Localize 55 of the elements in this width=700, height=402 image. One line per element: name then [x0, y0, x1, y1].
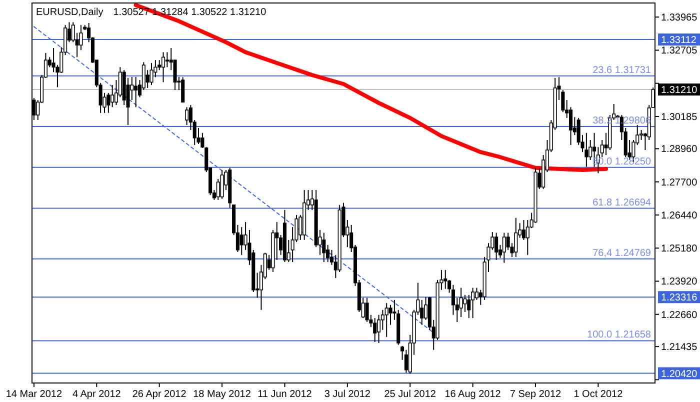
ref-line-label: 100.0 1.21658 [587, 330, 652, 341]
candlestick [185, 106, 189, 126]
candlestick [459, 287, 463, 318]
y-tick-label: 1.33965 [661, 12, 698, 24]
candlestick [165, 52, 169, 68]
candlestick [467, 294, 471, 319]
y-tick-label: 1.25180 [661, 244, 698, 255]
candlestick [584, 132, 588, 168]
y-tick-label: 1.27700 [661, 177, 698, 188]
candlestick [373, 318, 377, 342]
x-tick-label: 4 Apr 2012 [72, 389, 122, 400]
candlestick [388, 304, 392, 326]
candlestick [161, 52, 166, 83]
y-tick-label: 1.30185 [661, 112, 698, 123]
y-tick-label: 1.28960 [661, 144, 698, 156]
ref-line-label: 1.23316 [661, 292, 698, 304]
x-tick-label: 25 Jul 2012 [384, 389, 436, 400]
candlestick [376, 314, 381, 344]
x-tick-label: 14 Mar 2012 [6, 389, 62, 400]
y-tick-label: 1.22660 [661, 310, 698, 321]
candlestick [384, 302, 388, 338]
candlestick [134, 76, 138, 108]
y-tick-label: 1.26440 [661, 210, 698, 222]
candlestick [106, 92, 110, 114]
x-tick-label: 7 Sep 2012 [510, 389, 562, 400]
candlestick [181, 76, 185, 103]
x-tick-label: 26 Apr 2012 [132, 389, 187, 400]
y-tick-label: 1.21435 [661, 342, 698, 354]
candlestick [240, 226, 244, 256]
candlestick [502, 232, 506, 264]
y-tick-label: 1.32705 [661, 46, 698, 57]
candlestick [522, 219, 526, 240]
ref-line-label: 61.8 1.26694 [592, 197, 652, 208]
y-tick-label: 1.23920 [661, 276, 698, 288]
candlestick [471, 287, 475, 319]
x-tick-label: 3 Jul 2012 [324, 389, 371, 400]
candlestick [514, 217, 518, 258]
candlestick [150, 62, 154, 86]
ref-line-label: 23.6 1.31731 [592, 64, 652, 76]
candlestick [463, 294, 467, 312]
ref-line-label: 1.33112 [661, 35, 697, 46]
chart-title: EURUSD,Daily [36, 7, 104, 18]
candlestick [322, 232, 326, 263]
candlestick [110, 84, 114, 108]
ref-line-label: 1.20420 [661, 368, 698, 380]
candlestick [216, 178, 220, 200]
x-tick-label: 16 Aug 2012 [444, 389, 502, 400]
ref-line-label: 1.31210 [661, 85, 698, 96]
candlestick [494, 232, 498, 260]
x-tick-label: 1 Oct 2012 [574, 389, 624, 400]
x-tick-label: 18 May 2012 [193, 389, 252, 400]
candlestick [220, 169, 224, 200]
ref-line-label: 76,4 1.24769 [592, 248, 652, 259]
x-tick-label: 11 Jun 2012 [258, 389, 312, 400]
candlestick [444, 269, 448, 290]
